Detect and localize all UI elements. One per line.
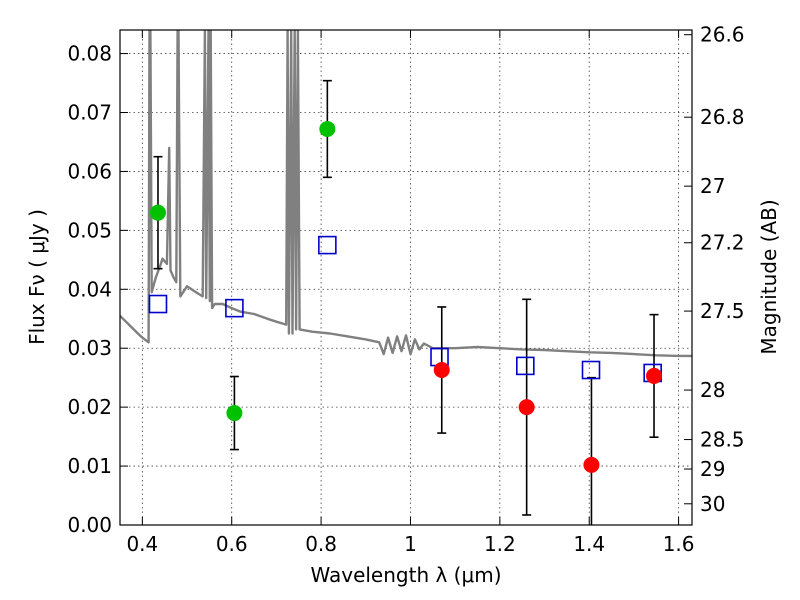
y2-tick-label: 27	[700, 174, 725, 198]
y2-tick-label: 26.6	[700, 23, 745, 47]
model-photometry-square	[148, 294, 168, 314]
y-tick-label: 0.02	[67, 395, 112, 419]
x-tick-label: 0.6	[216, 532, 248, 556]
y-tick-label: 0.05	[67, 218, 112, 242]
y-tick-label: 0.06	[67, 159, 112, 183]
x-tick-label: 1.6	[663, 532, 695, 556]
x-tick-label: 1.2	[484, 532, 516, 556]
red-data-point	[433, 362, 450, 379]
y2-axis-label: Magnitude (AB)	[757, 199, 781, 354]
x-tick-label: 0.8	[305, 532, 337, 556]
model-photometry-square	[225, 298, 244, 318]
y2-tick-label: 28	[700, 378, 725, 402]
red-data-point	[646, 367, 663, 384]
y-axis-ticks: 0.00 0.01 0.02 0.03 0.04 0.05 0.06 0.07 0.08	[67, 42, 128, 537]
y2-axis-ticks: 26.6 26.8 27 27.2 27.5 28 28.5 29 30	[684, 23, 745, 516]
y2-tick-label: 29	[700, 457, 725, 481]
y2-tick-label: 28.5	[700, 428, 745, 452]
data-points	[148, 79, 663, 525]
grid-lines	[120, 30, 692, 526]
y-tick-label: 0.03	[67, 336, 112, 360]
plot-frame	[119, 29, 693, 526]
green-data-point	[226, 405, 243, 422]
y2-tick-label: 27.2	[700, 231, 745, 255]
y-tick-label: 0.01	[67, 454, 112, 478]
x-axis-label: Wavelength λ (μm)	[310, 563, 501, 587]
y-tick-label: 0.07	[67, 101, 112, 125]
red-data-point	[518, 399, 535, 416]
y2-tick-label: 27.5	[700, 299, 745, 323]
green-data-point	[149, 204, 166, 221]
x-tick-label: 1.4	[573, 532, 605, 556]
model-photometry-square	[581, 360, 601, 380]
y-tick-label: 0.00	[67, 513, 112, 537]
model-photometry-square	[516, 356, 535, 376]
y2-tick-label: 30	[700, 492, 725, 516]
x-axis-ticks: 0.4 0.6 0.8 1 1.2 1.4 1.6	[126, 30, 695, 556]
y-axis-label: Flux Fν ( μJy )	[25, 209, 49, 345]
y-tick-label: 0.04	[67, 277, 112, 301]
y-tick-label: 0.08	[67, 42, 112, 66]
x-tick-label: 0.4	[126, 532, 158, 556]
green-data-point	[319, 121, 336, 137]
x-tick-label: 1	[404, 532, 417, 556]
y2-tick-label: 26.8	[700, 105, 745, 129]
model-photometry-square	[318, 235, 337, 255]
red-data-point	[583, 456, 600, 473]
